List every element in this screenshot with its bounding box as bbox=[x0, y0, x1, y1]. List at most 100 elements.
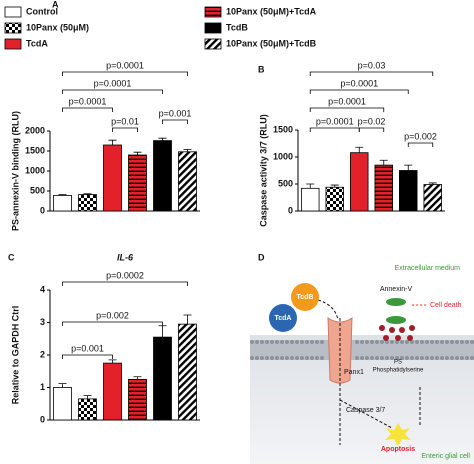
error-bar bbox=[133, 151, 142, 155]
bar bbox=[423, 184, 442, 212]
legend-label: 10Panx (50μM)+TcdA bbox=[226, 6, 317, 16]
lipid bbox=[365, 356, 369, 360]
arrow bbox=[317, 299, 339, 321]
lipid bbox=[450, 340, 454, 344]
y-tick-label: 2 bbox=[40, 349, 45, 359]
chart-title: IL-6 bbox=[117, 252, 134, 262]
error-bar bbox=[306, 183, 315, 189]
bracket bbox=[407, 142, 434, 147]
lipid bbox=[445, 340, 449, 344]
p-value: p=0.01 bbox=[111, 116, 139, 126]
bracket bbox=[358, 127, 385, 132]
legend-label: 10Panx (50μM)+TcdB bbox=[226, 38, 317, 48]
lipid bbox=[260, 340, 264, 344]
y-tick-label: 3 bbox=[40, 317, 45, 327]
lipid bbox=[295, 340, 299, 344]
lipid bbox=[315, 340, 319, 344]
bar bbox=[178, 151, 197, 212]
bracket bbox=[309, 127, 360, 132]
error-bar bbox=[108, 139, 117, 145]
p-value: p=0.001 bbox=[159, 108, 192, 118]
bar bbox=[128, 154, 147, 212]
bar bbox=[153, 336, 172, 421]
lipid bbox=[465, 340, 469, 344]
lipid bbox=[300, 340, 304, 344]
lipid bbox=[310, 356, 314, 360]
lipid bbox=[400, 340, 404, 344]
error-bar bbox=[158, 325, 167, 338]
lipid bbox=[310, 340, 314, 344]
bar bbox=[153, 140, 172, 212]
bar bbox=[374, 164, 393, 212]
lipid bbox=[425, 340, 429, 344]
lipid bbox=[365, 340, 369, 344]
panel-label: B bbox=[258, 64, 265, 74]
apoptosis-label: Apoptosis bbox=[381, 446, 415, 453]
caspase-label: Caspase 3/7 bbox=[346, 407, 385, 414]
bracket bbox=[62, 89, 163, 94]
bar bbox=[78, 194, 97, 212]
p-value: p=0.0001 bbox=[106, 60, 144, 70]
legend-swatch bbox=[4, 38, 22, 50]
lipid bbox=[265, 340, 269, 344]
lipid bbox=[410, 356, 414, 360]
lipid bbox=[420, 340, 424, 344]
lipid bbox=[430, 340, 434, 344]
lipid bbox=[415, 356, 419, 360]
toxin-b-icon bbox=[291, 283, 319, 311]
error-bar bbox=[183, 314, 192, 325]
lipid bbox=[435, 356, 439, 360]
legend-swatch bbox=[204, 38, 222, 50]
panel-label: D bbox=[258, 252, 265, 262]
error-bar bbox=[58, 194, 67, 196]
lipid bbox=[320, 340, 324, 344]
cell-death-label: Cell death bbox=[430, 302, 462, 309]
lipid bbox=[390, 340, 394, 344]
lipid bbox=[385, 356, 389, 360]
error-bar bbox=[133, 376, 142, 380]
lipid bbox=[425, 356, 429, 360]
lipid bbox=[250, 340, 254, 344]
lipid bbox=[430, 356, 434, 360]
y-axis-label: PS-annexin-V binding (RLU) bbox=[10, 111, 20, 231]
region-label: Extracellular medium bbox=[395, 265, 461, 272]
legend-swatch bbox=[4, 22, 22, 34]
lipid bbox=[315, 356, 319, 360]
toxin-label: TcdA bbox=[275, 315, 292, 322]
lipid bbox=[370, 340, 374, 344]
p-value: p=0.0001 bbox=[328, 96, 366, 106]
bracket bbox=[62, 71, 188, 76]
lipid bbox=[440, 356, 444, 360]
lipid bbox=[370, 356, 374, 360]
legend-swatch bbox=[204, 6, 222, 18]
lipid bbox=[450, 356, 454, 360]
toxin-label: TcdB bbox=[297, 294, 314, 301]
bracket bbox=[62, 107, 113, 112]
lipid bbox=[270, 356, 274, 360]
y-tick-label: 0 bbox=[40, 414, 45, 424]
lipid bbox=[290, 356, 294, 360]
lipid bbox=[380, 340, 384, 344]
legend-label: TcdB bbox=[226, 22, 248, 32]
p-value: p=0.02 bbox=[358, 116, 386, 126]
bar bbox=[178, 323, 197, 421]
y-tick-label: 1000 bbox=[273, 151, 293, 161]
y-tick-label: 0 bbox=[40, 205, 45, 215]
y-tick-label: 1500 bbox=[25, 145, 45, 155]
bracket bbox=[309, 71, 434, 76]
lipid bbox=[275, 340, 279, 344]
legend-label: 10Panx (50μM) bbox=[26, 22, 89, 32]
lipid bbox=[400, 356, 404, 360]
p-value: p=0.0001 bbox=[69, 96, 107, 106]
annexin-label: Annexin-V bbox=[380, 286, 413, 293]
error-bar bbox=[158, 137, 167, 141]
lipid-heads bbox=[250, 340, 474, 360]
annexin-icon bbox=[386, 316, 406, 324]
error-bar bbox=[83, 193, 92, 195]
bar bbox=[350, 152, 369, 212]
y-tick-label: 500 bbox=[278, 178, 293, 188]
lipid bbox=[360, 356, 364, 360]
lipid bbox=[415, 340, 419, 344]
p-value: p=0.0001 bbox=[340, 78, 378, 88]
lipid bbox=[275, 356, 279, 360]
